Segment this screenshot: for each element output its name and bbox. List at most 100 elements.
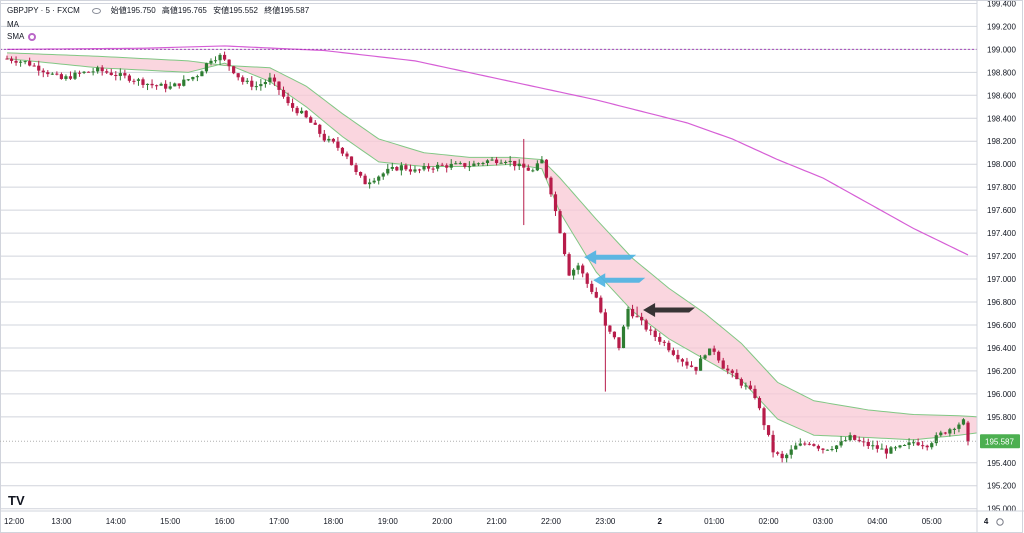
- price-tick-label: 199.200: [987, 22, 1016, 31]
- blue-arrow-annotation[interactable]: [584, 250, 637, 265]
- candle-body: [118, 73, 122, 76]
- candle: [703, 354, 707, 360]
- candle: [204, 62, 209, 74]
- candle-body: [535, 163, 539, 171]
- candle: [164, 80, 168, 93]
- candle: [458, 161, 462, 165]
- candle: [404, 163, 408, 171]
- current-price-tag[interactable]: [980, 434, 1020, 449]
- candle-body: [145, 83, 150, 85]
- candle: [14, 56, 18, 66]
- candle: [558, 209, 562, 234]
- candle-body: [485, 160, 490, 164]
- candle-body: [413, 169, 417, 172]
- candle: [957, 422, 961, 433]
- settings-gear-icon[interactable]: [996, 518, 1004, 526]
- current-price-label: 195.587: [985, 437, 1014, 446]
- candle-body: [816, 445, 821, 449]
- price-tick-label: 197.600: [987, 206, 1016, 215]
- candle: [331, 137, 335, 144]
- candle-body: [445, 165, 449, 168]
- indicator-ma-label[interactable]: MA: [7, 20, 19, 29]
- candle-body: [245, 80, 249, 82]
- tradingview-logo[interactable]: TV: [8, 493, 25, 508]
- ma-band-lower-line: [6, 58, 978, 441]
- candle: [322, 130, 326, 143]
- indicator-sma-label[interactable]: SMA: [7, 32, 25, 41]
- candle: [916, 438, 920, 447]
- legend-sma[interactable]: SMA: [7, 32, 37, 41]
- candle-body: [608, 325, 612, 332]
- candle: [413, 165, 417, 173]
- candle: [467, 161, 471, 172]
- candle: [55, 71, 59, 76]
- candle-body: [599, 297, 603, 313]
- candle-body: [952, 428, 957, 430]
- candle: [789, 445, 793, 459]
- candle-body: [159, 83, 163, 86]
- candle-body: [454, 163, 458, 165]
- candle-body: [73, 72, 77, 79]
- candle: [540, 156, 544, 164]
- candle: [209, 58, 213, 66]
- candle-body: [966, 422, 970, 442]
- black-arrow-annotation[interactable]: [643, 303, 696, 318]
- symbol-label[interactable]: GBPJPY · 5 · FXCM: [7, 6, 80, 15]
- time-tick-label: 2: [658, 517, 663, 526]
- candle: [91, 67, 95, 76]
- blue-arrow-annotation[interactable]: [593, 273, 646, 288]
- candle: [431, 166, 435, 173]
- time-tick-label: 05:00: [922, 517, 943, 526]
- candle: [513, 160, 517, 171]
- candle: [363, 173, 367, 185]
- time-tick-label: 4: [984, 517, 989, 526]
- high-value: 高値195.765: [161, 6, 207, 15]
- candle-body: [585, 273, 589, 284]
- candle: [857, 436, 861, 443]
- candle-body: [807, 443, 811, 445]
- candle-body: [771, 434, 775, 453]
- candle-body: [381, 173, 385, 177]
- candle: [621, 324, 626, 349]
- legend-ma[interactable]: MA: [7, 20, 19, 29]
- candle-body: [431, 168, 435, 170]
- candles: [5, 51, 970, 463]
- candle-body: [377, 176, 381, 181]
- candle: [531, 168, 535, 173]
- candle: [753, 385, 757, 400]
- candle-body: [916, 442, 920, 446]
- price-tick-label: 196.200: [987, 367, 1016, 376]
- candle-body: [667, 342, 671, 351]
- candle: [154, 84, 159, 90]
- candle: [114, 71, 118, 81]
- candle: [123, 69, 127, 79]
- candle-body: [504, 161, 508, 163]
- candle-body: [277, 81, 281, 90]
- candle-body: [395, 167, 399, 171]
- candle-body: [263, 82, 267, 85]
- eye-icon[interactable]: [91, 7, 101, 14]
- candle-body: [717, 351, 721, 361]
- indicator-settings-icon[interactable]: [28, 32, 37, 41]
- candle-body: [689, 365, 694, 367]
- candle-body: [182, 79, 186, 86]
- candle-body: [281, 89, 286, 97]
- candle-body: [404, 165, 408, 170]
- candle: [386, 163, 390, 176]
- candle: [757, 396, 762, 411]
- candle: [816, 444, 821, 452]
- candle: [449, 159, 453, 171]
- price-tick-label: 198.200: [987, 137, 1016, 146]
- candle: [41, 68, 45, 78]
- candle-body: [508, 160, 512, 162]
- candle: [100, 65, 104, 76]
- candle: [136, 77, 141, 86]
- arrow-shape: [643, 303, 696, 318]
- candle-body: [5, 58, 9, 60]
- candle: [803, 441, 807, 446]
- candle-body: [218, 54, 222, 61]
- legend-main[interactable]: GBPJPY · 5 · FXCM 始値195.750 高値195.765 安値…: [7, 5, 309, 16]
- time-tick-label: 13:00: [51, 517, 72, 526]
- candle: [549, 176, 553, 197]
